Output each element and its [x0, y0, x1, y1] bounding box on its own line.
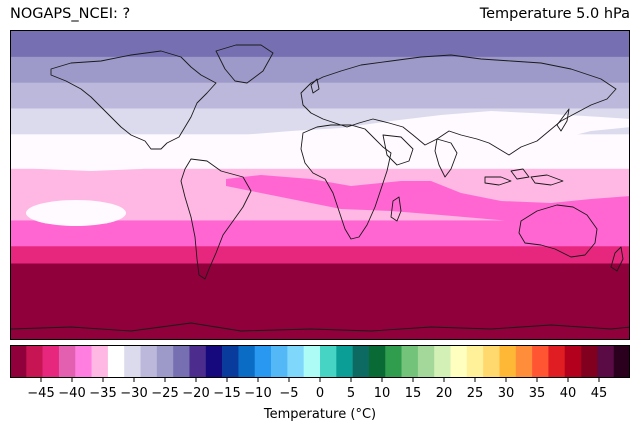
colorbar-cell	[303, 345, 321, 378]
colorbar-cell	[352, 345, 370, 378]
temperature-band-0	[11, 31, 629, 58]
colorbar-tick-label: −40	[58, 386, 85, 401]
colorbar-tick-label: 10	[374, 386, 391, 401]
colorbar-cell	[581, 345, 598, 378]
colorbar-cell	[156, 345, 174, 378]
colorbar-cell	[124, 345, 141, 378]
colorbar-cell	[58, 345, 76, 378]
colorbar-cell	[26, 345, 43, 378]
colorbar-cell	[450, 345, 468, 378]
colorbar-tick-label: −20	[182, 386, 209, 401]
colorbar-cell	[483, 345, 500, 378]
colorbar-tick-label: 45	[591, 386, 608, 401]
colorbar-tick-label: 0	[316, 386, 324, 401]
colorbar-cell	[613, 345, 630, 378]
colorbar-cell	[499, 345, 517, 378]
colorbar-cell	[385, 345, 402, 378]
colorbar-cell	[564, 345, 582, 378]
colorbar-tick-label: 25	[467, 386, 484, 401]
warm-blob-south-pacific	[26, 200, 126, 226]
colorbar-cell	[548, 345, 566, 378]
colorbar-cell	[466, 345, 484, 378]
map-title-right: Temperature 5.0 hPa	[479, 6, 630, 22]
map-plot	[10, 30, 630, 340]
colorbar-cell	[205, 345, 223, 378]
colorbar-cell	[597, 345, 614, 378]
colorbar-cell	[368, 345, 386, 378]
colorbar-cell	[10, 345, 27, 378]
colorbar-tick-label: −10	[244, 386, 271, 401]
colorbar-tick-label: 30	[498, 386, 515, 401]
colorbar-outline	[10, 345, 630, 378]
temperature-band-6	[11, 220, 629, 247]
colorbar-cell	[254, 345, 272, 378]
colorbar-cell	[532, 345, 549, 378]
colorbar-cell	[140, 345, 158, 378]
colorbar-cell	[434, 345, 451, 378]
colorbar-cell	[91, 345, 109, 378]
map-title-left: NOGAPS_NCEI: ?	[10, 6, 131, 22]
colorbar-label: Temperature (°C)	[263, 407, 377, 422]
colorbar-tick-label: 40	[560, 386, 577, 401]
colorbar-cell	[287, 345, 304, 378]
colorbar-tick-label: −25	[151, 386, 178, 401]
temperature-band-8	[11, 263, 629, 339]
colorbar-tick-label: 20	[436, 386, 453, 401]
white-band-equator	[11, 111, 629, 171]
colorbar-cell	[189, 345, 207, 378]
colorbar-cell	[401, 345, 419, 378]
colorbar-cell	[515, 345, 533, 378]
temperature-colorbar	[10, 345, 630, 378]
colorbar-cell	[336, 345, 353, 378]
colorbar-cell	[222, 345, 239, 378]
colorbar-tick-axis: −45 −40 −35 −30 −25 −20 −15 −10 −5 0 5 10 15 20 25 30 35…	[27, 378, 608, 401]
colorbar-cells	[10, 345, 630, 378]
colorbar-tick-label: 15	[405, 386, 422, 401]
coastlines	[11, 44, 629, 332]
colorbar-tick-label: −45	[27, 386, 54, 401]
colorbar-cell	[75, 345, 92, 378]
colorbar-cell	[173, 345, 190, 378]
colorbar-tick-label: −5	[279, 386, 298, 401]
colorbar-cell	[320, 345, 337, 378]
colorbar-cell	[238, 345, 256, 378]
colorbar-tick-label: −35	[89, 386, 116, 401]
hot-band-south-atlantic	[226, 175, 629, 226]
colorbar-cell	[271, 345, 288, 378]
colorbar-tick-label: 35	[529, 386, 546, 401]
temperature-band-2	[11, 82, 629, 109]
colorbar-tick-label: −30	[120, 386, 147, 401]
colorbar-tick-label: 5	[347, 386, 355, 401]
colorbar-cell	[42, 345, 60, 378]
colorbar-tick-label: −15	[213, 386, 240, 401]
temperature-field-map	[11, 31, 629, 339]
colorbar-cell	[107, 345, 125, 378]
temperature-band-7	[11, 246, 629, 264]
colorbar-cell	[417, 345, 435, 378]
